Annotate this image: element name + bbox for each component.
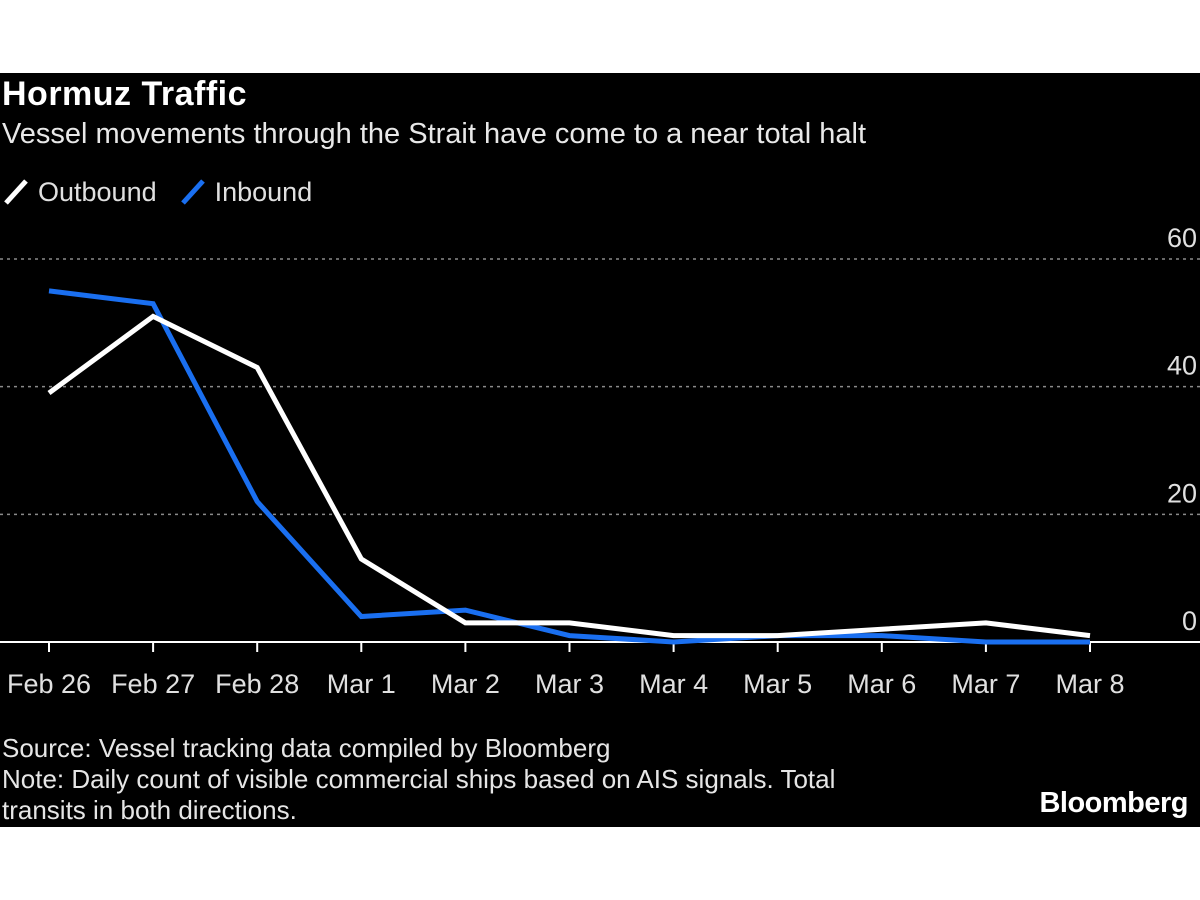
note-line-2: transits in both directions. bbox=[2, 795, 297, 825]
note-line-1: Note: Daily count of visible commercial … bbox=[2, 764, 836, 794]
line-chart: 0 20 40 60 Feb 26 Feb 27 Feb 28 Mar 1 Mar 2 Mar 3… bbox=[0, 223, 1200, 699]
legend-item-outbound: Outbound bbox=[2, 177, 157, 208]
source-note: Source: Vessel tracking data compiled by… bbox=[2, 733, 611, 763]
x-tick-label: Mar 4 bbox=[639, 669, 708, 699]
series-line-outbound bbox=[47, 313, 1091, 639]
x-tick-label: Feb 27 bbox=[111, 669, 195, 699]
chart-frame: Hormuz Traffic Vessel movements through … bbox=[0, 73, 1200, 827]
x-tick-label: Mar 1 bbox=[327, 669, 396, 699]
footer: Source: Vessel tracking data compiled by… bbox=[2, 733, 962, 826]
y-tick-label: 40 bbox=[1167, 351, 1197, 381]
legend: Outbound Inbound bbox=[2, 174, 334, 210]
legend-swatch-outbound bbox=[4, 179, 28, 205]
chart-title: Hormuz Traffic bbox=[2, 75, 248, 113]
chart-subtitle: Vessel movements through the Strait have… bbox=[2, 118, 867, 150]
x-tick-label: Mar 8 bbox=[1055, 669, 1124, 699]
x-tick-label: Feb 26 bbox=[7, 669, 91, 699]
legend-swatch-inbound bbox=[180, 179, 205, 205]
x-tick-label: Mar 2 bbox=[431, 669, 500, 699]
x-tick-label: Feb 28 bbox=[215, 669, 299, 699]
legend-item-inbound: Inbound bbox=[179, 176, 313, 208]
x-tick-label: Mar 7 bbox=[951, 669, 1020, 699]
x-tick-label: Mar 5 bbox=[743, 669, 812, 699]
x-tick-label: Mar 3 bbox=[535, 669, 604, 699]
y-tick-label: 60 bbox=[1167, 223, 1197, 253]
y-tick-label: 20 bbox=[1167, 478, 1197, 508]
legend-label-inbound: Inbound bbox=[214, 176, 313, 207]
y-tick-label: 0 bbox=[1182, 606, 1197, 636]
bloomberg-logo: Bloomberg bbox=[1039, 787, 1188, 819]
x-tick-label: Mar 6 bbox=[847, 669, 916, 699]
legend-label-outbound: Outbound bbox=[38, 176, 157, 207]
series-line-inbound bbox=[48, 288, 1090, 645]
